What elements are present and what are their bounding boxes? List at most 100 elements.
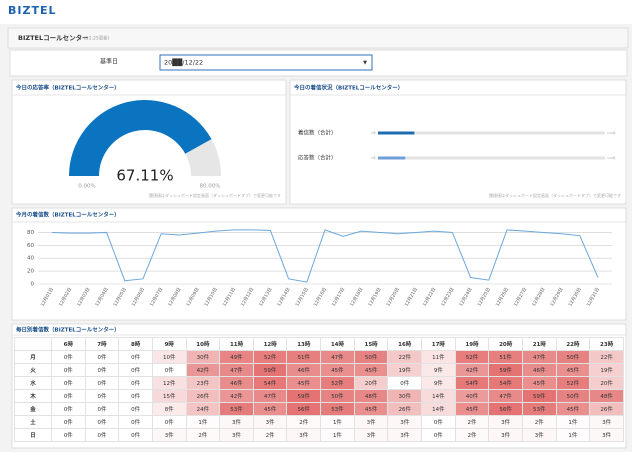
table-cell: 47件 (521, 350, 557, 364)
row-header: 土 (14, 415, 52, 429)
panel-title: 今月の着信数（BIZTELコールセンター） (15, 211, 120, 219)
table-cell: 26件 (387, 402, 423, 416)
gauge-arc (69, 99, 212, 176)
column-header: 23時 (589, 337, 624, 351)
bar-max: 100件 (607, 155, 616, 160)
table-cell: 51件 (488, 350, 523, 364)
table-cell: 9件 (421, 376, 456, 390)
table-cell: 0件 (387, 376, 423, 390)
bar-label: 応答数（合計） (298, 154, 337, 162)
table-row: 火 0件 0件 0件 0件 42件 47件 59件 46件 45件 45件 19件 9件 42件 59件 46… (14, 363, 624, 377)
column-header: 19時 (454, 337, 490, 351)
table-cell: 11件 (421, 350, 456, 364)
table-cell: 1件 (320, 415, 355, 429)
table-cell: 3件 (219, 415, 254, 429)
y-tick-label: 0 (31, 282, 35, 288)
table-cell: 1件 (320, 428, 355, 442)
dropdown-arrow[interactable]: ▼ (363, 60, 367, 66)
table-cell: 23件 (185, 376, 221, 390)
table-cell: 45件 (252, 402, 288, 416)
table-cell: 10件 (151, 350, 187, 364)
gauge-track (185, 139, 221, 176)
panel (289, 79, 627, 205)
table-cell: 42件 (219, 389, 254, 403)
table-cell: 14件 (421, 389, 456, 403)
table-cell: 45件 (353, 402, 389, 416)
table-cell: 50件 (555, 350, 591, 364)
row-header: 木 (14, 389, 52, 403)
table-cell: 30件 (185, 350, 221, 364)
table-cell: 49件 (219, 350, 254, 364)
table-cell: 0件 (118, 415, 153, 429)
table-cell: 45件 (353, 363, 389, 377)
table-cell: 0件 (51, 389, 86, 403)
table-cell: 3件 (353, 428, 389, 442)
table-cell: 45件 (555, 363, 591, 377)
title-bar (7, 27, 629, 49)
bar-max: 100件 (607, 130, 616, 135)
column-header: 16時 (387, 337, 423, 351)
table-cell: 9件 (421, 363, 456, 377)
table-cell: 3件 (521, 428, 557, 442)
heatmap-table: 6時 7時 8時 9時 10時 11時 12時 13時 14時 15時 16時 17時 19時 20時 21… (14, 337, 624, 442)
table-cell: 19件 (387, 363, 423, 377)
row-header: 水 (14, 376, 52, 390)
column-header: 9時 (151, 337, 187, 351)
logo[interactable]: BIZTEL (8, 4, 56, 17)
date-value[interactable]: 20██/12/22 (164, 58, 203, 67)
table-cell: 20件 (589, 376, 624, 390)
table-cell: 0件 (84, 428, 120, 442)
table-row: 金 0件 0件 0件 8件 24件 53件 45件 56件 53件 45件 26件 14件 45件 56件 5… (14, 402, 624, 416)
table-cell: 47件 (488, 389, 523, 403)
table-cell: 0件 (51, 402, 86, 416)
table-cell: 52件 (320, 376, 355, 390)
column-header: 21時 (521, 337, 557, 351)
table-cell: 53件 (320, 402, 355, 416)
table-cell: 8件 (151, 402, 187, 416)
date-select[interactable] (159, 54, 373, 71)
page-title: BIZTELコールセンター (18, 33, 89, 42)
y-tick-label: 80 (27, 230, 34, 236)
table-cell: 0件 (118, 350, 153, 364)
table-row: 月 0件 0件 0件 10件 30件 49件 52件 51件 47件 50件 22件 11件 52件 51件… (14, 350, 624, 364)
table-cell: 2件 (454, 415, 490, 429)
table-cell: 2件 (521, 415, 557, 429)
panel (11, 79, 287, 205)
table-cell: 0件 (84, 350, 120, 364)
table-cell: 0件 (51, 350, 86, 364)
table-cell: 52件 (454, 350, 490, 364)
row-header: 月 (14, 350, 52, 364)
table-cell: 0件 (84, 415, 120, 429)
table-cell: 59件 (252, 363, 288, 377)
table-cell: 3件 (488, 415, 523, 429)
table-cell: 47件 (219, 363, 254, 377)
column-header: 22時 (555, 337, 591, 351)
table-cell: 54件 (488, 376, 523, 390)
column-header: 8時 (118, 337, 153, 351)
table-cell: 59件 (521, 389, 557, 403)
table-cell: 48件 (589, 389, 624, 403)
column-header: 12時 (252, 337, 288, 351)
table-cell: 0件 (51, 363, 86, 377)
table-cell: 26件 (185, 389, 221, 403)
bar-track (378, 156, 605, 160)
table-cell: 59件 (488, 363, 523, 377)
panel-title: 毎日別着信数（BIZTELコールセンター） (16, 326, 120, 334)
table-cell: 50件 (353, 350, 389, 364)
table-cell: 42件 (454, 363, 490, 377)
table-cell: 3件 (151, 428, 187, 442)
table-cell: 3件 (252, 415, 288, 429)
row-header: 火 (14, 363, 52, 377)
table-cell: 54件 (454, 376, 490, 390)
filter-bar (9, 49, 628, 77)
table-cell: 30件 (387, 389, 423, 403)
table-cell: 1件 (185, 415, 221, 429)
table-cell: 0件 (118, 428, 153, 442)
table-cell: 0件 (151, 415, 187, 429)
table-cell: 0件 (421, 415, 456, 429)
table-cell: 59件 (286, 389, 322, 403)
table-cell: 56件 (488, 402, 523, 416)
table-cell: 26件 (589, 402, 624, 416)
table-cell: 12件 (151, 376, 187, 390)
